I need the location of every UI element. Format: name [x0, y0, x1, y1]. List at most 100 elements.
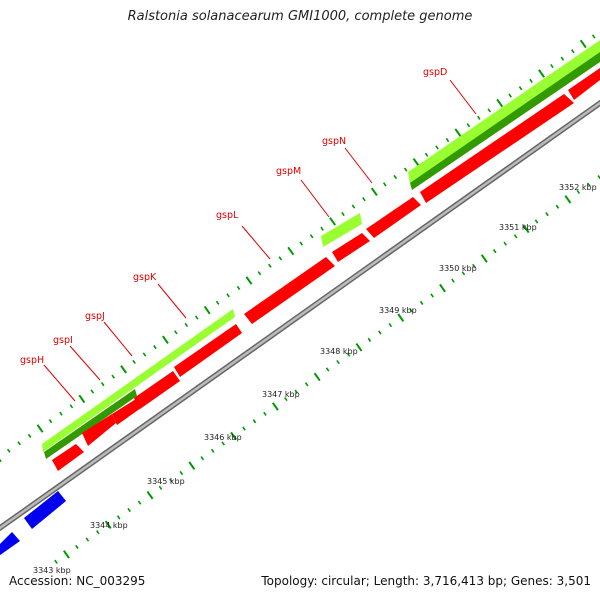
tick-mark [513, 234, 518, 239]
gene-label[interactable]: gspD [423, 67, 447, 78]
tick-mark [586, 182, 591, 187]
tick-mark [36, 424, 44, 433]
cds-arrow[interactable] [134, 371, 180, 409]
tick-mark [309, 234, 314, 239]
label-leaders [43, 79, 477, 402]
tick-mark [393, 174, 398, 180]
tick-mark [287, 246, 295, 256]
tick-mark [142, 352, 147, 357]
tick-mark [403, 167, 408, 172]
protein-bar[interactable] [42, 309, 235, 452]
cds-arrow[interactable] [52, 444, 84, 471]
tick-mark [69, 404, 74, 409]
map-title: Ralstonia solanacearum GMI1000, complete… [127, 9, 473, 24]
cds-arrow-reverse[interactable] [24, 491, 66, 529]
tick-mark [503, 241, 508, 246]
scale-label: 3348 kbp [320, 347, 358, 356]
tick-mark [120, 365, 128, 374]
tick-mark [313, 372, 321, 382]
protein-bar-dark[interactable] [44, 389, 137, 459]
tick-mark [63, 550, 70, 559]
cds-arrow[interactable] [366, 197, 421, 238]
gene-labels: gspH gspI gspJ gspK gspL gspM gspN gspD [20, 67, 447, 366]
tick-mark [299, 241, 304, 246]
gene-label[interactable]: gspN [322, 136, 346, 147]
tick-mark [522, 224, 530, 234]
cds-arrow[interactable] [420, 94, 574, 203]
cds-arrow[interactable] [568, 68, 600, 100]
tick-mark [95, 530, 100, 535]
cds-arrow-reverse[interactable] [0, 532, 20, 558]
backbone [0, 99, 600, 532]
tick-mark [161, 335, 169, 344]
tick-mark [351, 204, 356, 209]
scale-label: 3347 kbp [262, 390, 300, 399]
protein-bar-dark[interactable] [410, 52, 600, 190]
gene-label[interactable]: gspM [276, 166, 301, 177]
cds-arrow[interactable] [332, 233, 370, 262]
tick-mark [188, 461, 196, 470]
tick-mark [545, 212, 549, 217]
tick-mark [472, 263, 476, 269]
tick-mark [215, 300, 220, 305]
tick-mark [355, 343, 363, 352]
tick-mark [336, 359, 340, 365]
tick-mark [146, 490, 154, 500]
tick-mark [59, 411, 63, 416]
tick-mark [341, 211, 345, 217]
tick-mark [294, 389, 299, 394]
protein-bar[interactable] [408, 40, 600, 184]
tick-mark [591, 34, 596, 39]
cds-arrow[interactable] [112, 399, 141, 425]
tick-mark [85, 537, 90, 542]
tick-mark [184, 322, 189, 328]
tick-mark [550, 63, 554, 69]
tick-mark [284, 396, 288, 402]
tick-mark [278, 256, 283, 261]
tick-mark [480, 254, 488, 263]
tick-mark [362, 197, 366, 202]
tick-mark [210, 448, 215, 453]
tick-mark [560, 56, 565, 61]
scale-labels: 3343 kbp 3344 kbp 3345 kbp 3346 kbp 3347… [33, 183, 597, 575]
tick-mark [508, 93, 512, 98]
tick-mark [221, 441, 225, 446]
tick-mark [454, 128, 462, 137]
gene-label[interactable]: gspK [133, 272, 157, 283]
tick-mark [564, 195, 572, 204]
tick-mark [194, 315, 199, 320]
tick-mark [529, 78, 533, 83]
tick-mark [116, 515, 121, 520]
tick-mark [461, 271, 466, 276]
tick-mark [17, 441, 21, 446]
tick-mark [242, 426, 246, 431]
protein-bar[interactable] [321, 213, 362, 247]
scale-label: 3344 kbp [90, 521, 128, 530]
tick-mark [169, 478, 173, 483]
gene-label[interactable]: gspL [216, 210, 239, 221]
gene-label[interactable]: gspH [20, 355, 44, 366]
tick-mark [153, 345, 157, 350]
tick-mark [466, 123, 471, 128]
tick-mark [370, 187, 378, 197]
cds-arrow[interactable] [174, 324, 242, 377]
tick-mark [236, 285, 241, 291]
tick-mark [378, 330, 382, 335]
scale-label: 3346 kbp [204, 433, 242, 442]
tick-mark [0, 458, 2, 463]
gene-label[interactable]: gspJ [85, 311, 105, 322]
cds-arrow[interactable] [244, 257, 335, 324]
tick-mark [451, 278, 455, 283]
tick-mark [263, 411, 267, 416]
scale-label: 3350 kbp [439, 264, 477, 273]
tick-mark [476, 115, 481, 120]
gene-label[interactable]: gspI [53, 335, 73, 346]
tick-mark [100, 382, 105, 387]
tick-mark [409, 308, 413, 313]
tick-mark [571, 49, 575, 54]
tick-mark [576, 189, 581, 195]
tick-mark [439, 283, 446, 293]
tick-mark [75, 544, 79, 550]
cds-arrow[interactable] [82, 414, 116, 446]
